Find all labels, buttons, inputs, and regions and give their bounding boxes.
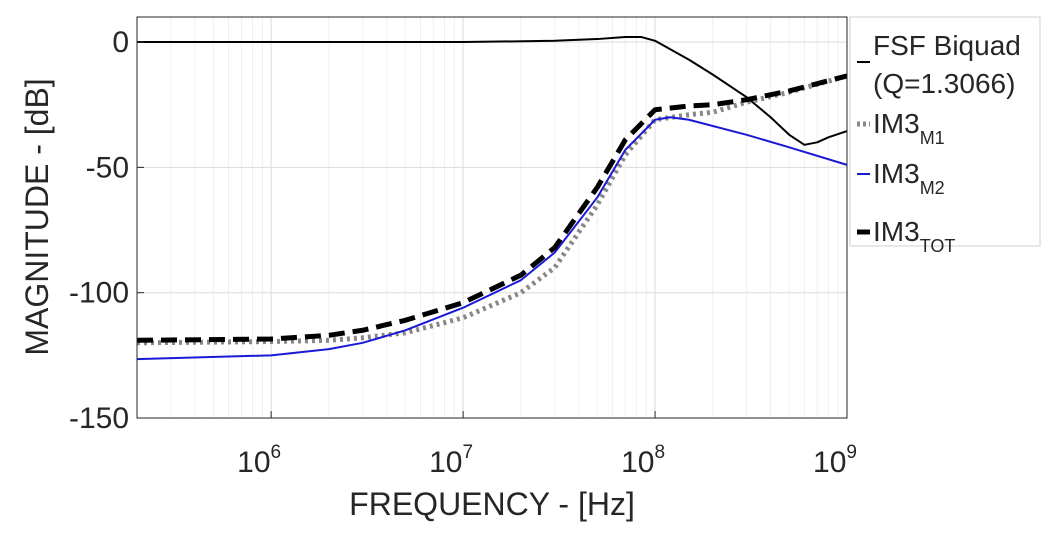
y-axis-label: MAGNITUDE - [dB]	[19, 78, 55, 355]
x-tick-label: 109	[813, 442, 857, 479]
x-tick-exponent: 8	[654, 442, 665, 463]
x-axis-label: FREQUENCY - [Hz]	[349, 486, 635, 522]
legend-label-main: IM3	[873, 158, 920, 189]
x-tick-base: 10	[621, 446, 654, 479]
x-tick-exponent: 6	[271, 442, 282, 463]
x-tick-exponent: 7	[463, 442, 474, 463]
plot-frame	[136, 16, 848, 419]
legend-box	[849, 16, 1041, 247]
legend-label: IM3M2	[873, 158, 945, 198]
grid	[136, 17, 848, 419]
x-tick-base: 10	[237, 446, 270, 479]
y-tick-label: 0	[112, 26, 129, 59]
legend-label: FSF Biquad	[873, 30, 1021, 61]
x-tick-base: 10	[813, 446, 846, 479]
plot-area	[137, 17, 847, 418]
x-tick-label: 106	[237, 442, 281, 479]
series-line-im3-m2	[136, 116, 848, 361]
series-line-fsf-biquad-q-1-3066-	[137, 36, 848, 146]
x-tick-base: 10	[429, 446, 462, 479]
legend-label: IM3M1	[873, 108, 945, 148]
y-tick-label: -100	[69, 277, 129, 310]
legend-label-subscript: M1	[920, 128, 945, 148]
series-layer	[136, 36, 848, 361]
series-line-im3-m1	[136, 73, 848, 346]
y-tick-label: -150	[69, 402, 129, 435]
legend-label: IM3TOT	[873, 216, 955, 256]
legend-label-subscript: M2	[920, 178, 945, 198]
y-tick-label: -50	[86, 151, 129, 184]
x-tick-label: 107	[429, 442, 473, 479]
series-line-im3-tot	[136, 73, 848, 343]
legend-label-main: IM3	[873, 216, 920, 247]
legend-label: (Q=1.3066)	[873, 68, 1015, 99]
legend-label-subscript: TOT	[920, 236, 956, 256]
legend-label-main: IM3	[873, 108, 920, 139]
x-tick-exponent: 9	[846, 442, 857, 463]
x-tick-label: 108	[621, 442, 665, 479]
